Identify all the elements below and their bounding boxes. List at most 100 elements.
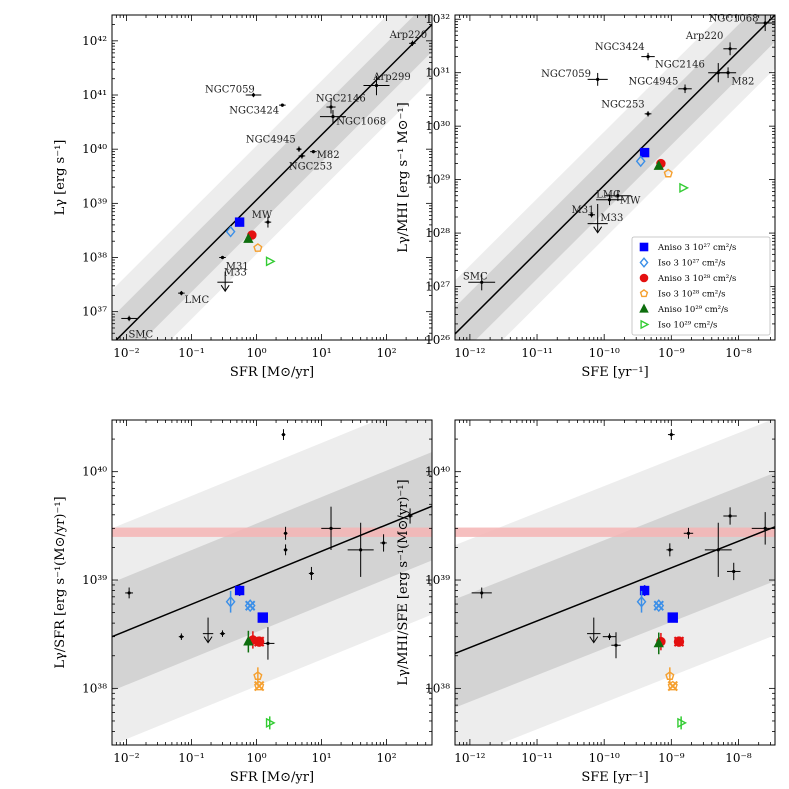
legend-marker-iso3e27: [639, 257, 649, 268]
legend-label: Aniso 10²⁹ cm²/s: [657, 305, 728, 315]
ticks: [454, 15, 775, 341]
galaxy-label: NGC253: [289, 161, 332, 172]
panel-p4: 10⁻¹² 10⁻¹¹ 10⁻¹⁰ 10⁻⁹ 10⁻⁸ 10³⁸ 10³⁹ 10⁴⁰ SFE […: [396, 419, 776, 785]
galaxy-label: MW: [620, 196, 641, 207]
galaxy-point: [326, 100, 336, 114]
galaxy-point: [587, 617, 601, 644]
galaxy-label: Arp220: [389, 30, 428, 41]
plot-area: [112, 15, 432, 340]
sim-point-aniso1e29: [243, 233, 254, 243]
galaxy-label: LMC: [596, 190, 621, 201]
x-axis-label: SFR [M⊙/yr]: [230, 770, 314, 785]
galaxy-point: [245, 92, 262, 98]
galaxy-point: [727, 562, 741, 581]
sim-point-iso3e27: [225, 225, 236, 238]
galaxy-label: MW: [252, 210, 273, 221]
galaxy-point: [602, 633, 617, 640]
fit-line: [112, 505, 432, 638]
x-tick-label: 10⁰: [246, 751, 266, 765]
sim-point-iso3e28: [663, 168, 673, 178]
legend-label: Iso 3 10²⁸ cm²/s: [658, 290, 725, 300]
galaxy-label: NGC2146: [316, 94, 366, 105]
sim-point-aniso3e27: [234, 217, 245, 227]
galaxy-point: [720, 67, 737, 79]
galaxy-point: [363, 75, 390, 96]
galaxy-label: NGC2146: [655, 59, 705, 70]
fit-line: [115, 23, 432, 340]
galaxy-label: M82: [731, 76, 754, 87]
galaxy-label: NGC3424: [595, 42, 645, 53]
plot-area: [112, 420, 432, 745]
galaxy-point: [468, 274, 496, 291]
reference-band: [112, 527, 432, 537]
galaxy-label: M31: [571, 205, 594, 216]
sim-point-iso3e27: [225, 590, 236, 613]
galaxy-point: [321, 506, 341, 550]
galaxy-label: LMC: [185, 295, 210, 306]
legend-marker-iso3e28: [639, 289, 649, 298]
galaxy-label: NGC253: [601, 99, 644, 110]
galaxy-label: Arp299: [372, 72, 411, 83]
sim-point-aniso3e27: [639, 585, 650, 596]
legend-marker-aniso3e27: [639, 242, 649, 252]
galaxy-point: [644, 111, 652, 117]
sim-point-aniso3e27: [234, 585, 245, 596]
galaxy-point: [641, 52, 655, 61]
galaxy-point: [666, 543, 674, 557]
plot-frame: [454, 419, 776, 746]
y-tick-label: 10²⁶: [425, 333, 450, 347]
sim-point-aniso3e27: [667, 612, 678, 623]
sim-point-iso1e29: [679, 182, 690, 194]
legend-label: Aniso 3 10²⁷ cm²/s: [657, 243, 736, 253]
y-axis-label: Lγ [erg s⁻¹]: [53, 140, 68, 216]
sim-point-aniso1e29: [243, 630, 254, 653]
x-tick-label: 10⁻⁹: [658, 346, 685, 360]
y-tick-label: 10²⁹: [425, 173, 450, 187]
galaxy-point: [380, 534, 387, 552]
x-tick-label: 10²: [376, 751, 396, 765]
y-tick-label: 10⁴⁰: [82, 465, 107, 479]
galaxy-label: M31: [226, 261, 249, 272]
galaxy-point: [667, 429, 675, 441]
galaxy-point: [683, 527, 694, 539]
galaxy-point: [202, 617, 214, 644]
y-tick-label: 10³⁸: [82, 251, 107, 265]
legend-label: Iso 3 10²⁷ cm²/s: [658, 259, 725, 269]
galaxy-label: M82: [317, 150, 340, 161]
y-tick-label: 10³⁸: [82, 681, 107, 695]
x-tick-label: 10⁻²: [113, 751, 140, 765]
sim-point-aniso3e27: [639, 147, 650, 158]
y-tick-label: 10²⁸: [425, 226, 450, 240]
x-tick-label: 10⁰: [246, 346, 266, 360]
y-tick-label: 10³⁹: [82, 573, 107, 587]
galaxy-label: Arp220: [685, 31, 724, 42]
y-tick-label: 10⁴²: [82, 34, 107, 48]
y-tick-label: 10³⁰: [425, 119, 450, 133]
galaxy-point: [178, 633, 184, 640]
legend-marker-aniso3e28: [639, 273, 649, 283]
galaxy-point: [587, 72, 608, 86]
galaxy-point: [296, 146, 302, 152]
scatter-band-0.5: [112, 15, 432, 340]
galaxy-point: [407, 508, 413, 524]
y-tick-label: 10³⁸: [425, 681, 450, 695]
galaxy-point: [347, 522, 374, 577]
x-tick-label: 10⁻¹²: [454, 346, 485, 360]
sim-point-aniso1e29: [653, 160, 664, 170]
galaxy-point: [121, 315, 137, 322]
galaxy-point: [723, 507, 737, 525]
x-axis-label: SFR [M⊙/yr]: [230, 365, 314, 380]
legend-marker-aniso1e29: [639, 303, 649, 313]
galaxy-point: [471, 587, 492, 599]
sim-point-aniso3e27: [257, 612, 268, 623]
legend: Aniso 3 10²⁷ cm²/s Iso 3 10²⁷ cm²/s Aniso …: [631, 236, 771, 336]
y-axis-label: Lγ/MHI/SFE [erg s⁻¹(M⊙/yr)⁻¹]: [396, 479, 411, 685]
x-tick-label: 10⁻¹⁰: [589, 346, 620, 360]
y-tick-label: 10⁴⁰: [425, 465, 450, 479]
galaxy-point: [281, 429, 286, 441]
x-tick-label: 10¹: [311, 751, 331, 765]
x-tick-label: 10⁻¹: [178, 751, 204, 765]
galaxy-point: [178, 290, 185, 296]
galaxy-point: [125, 587, 134, 599]
